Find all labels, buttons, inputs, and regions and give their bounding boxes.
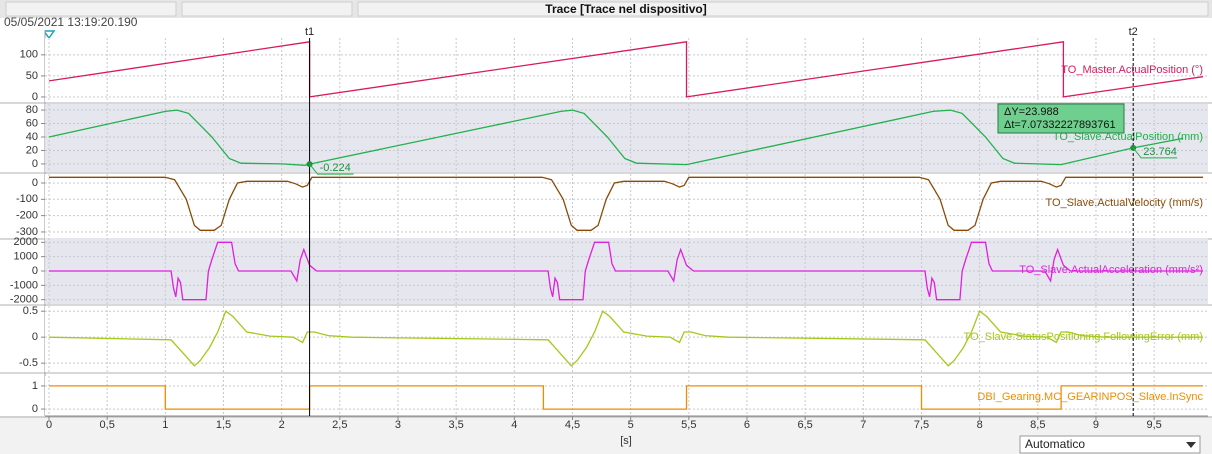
x-tick-label: 9 xyxy=(1093,419,1099,431)
readout-leader xyxy=(1132,147,1178,159)
y-tick-label: 0 xyxy=(32,158,38,170)
series-name: TO_Slave.StatusPositioning.FollowingErro… xyxy=(964,331,1203,343)
y-tick-label: 0 xyxy=(32,265,38,277)
x-tick-label: 0,5 xyxy=(100,419,115,431)
timestamp: 05/05/2021 13:19:20.190 xyxy=(4,15,138,29)
y-tick-label: 60 xyxy=(26,117,38,129)
dropdown-box[interactable] xyxy=(1019,435,1201,454)
footer xyxy=(0,416,1212,454)
tab[interactable] xyxy=(181,1,353,17)
y-tick-label: -100 xyxy=(16,193,38,205)
panel-background xyxy=(45,174,1208,238)
y-tick-label: 20 xyxy=(26,144,38,156)
y-tick-label: 1000 xyxy=(14,251,38,263)
series-name: TO_Master.ActualPosition (°) xyxy=(1061,64,1203,76)
x-tick-label: 9,5 xyxy=(1146,419,1161,431)
x-tick-label: 1 xyxy=(162,419,168,431)
panel-background xyxy=(45,306,1208,372)
tab[interactable] xyxy=(357,1,1209,17)
y-tick-label: -0.5 xyxy=(19,357,38,369)
y-tick-label: 80 xyxy=(26,104,38,116)
dropdown-arrow xyxy=(1186,442,1196,448)
y-tick-label: 0 xyxy=(32,91,38,103)
scale-dropdown[interactable]: Automatico xyxy=(1019,435,1201,454)
y-tick-label: 0.5 xyxy=(23,305,38,317)
x-tick-label: 3 xyxy=(395,419,401,431)
y-tick-label: 50 xyxy=(26,70,38,82)
cursor-readout: -0.224 xyxy=(320,162,351,174)
series-name: TO_Slave.ActualVelocity (mm/s) xyxy=(1045,197,1203,209)
x-tick-label: 8 xyxy=(977,419,983,431)
x-tick-label: 8,5 xyxy=(1030,419,1045,431)
x-tick-label: 3,5 xyxy=(449,419,464,431)
delta-t: Δt=7.07332227893761 xyxy=(1004,119,1116,131)
series-line xyxy=(49,176,1203,231)
x-tick-label: 7 xyxy=(860,419,866,431)
series-line xyxy=(49,241,1203,301)
x-tick-label: 4 xyxy=(511,419,517,431)
panel-background xyxy=(45,38,1208,102)
series-line xyxy=(48,310,1203,367)
x-tick-label: 7,5 xyxy=(914,419,929,431)
series-name: TO_Slave.ActualAcceleration (mm/s²) xyxy=(1019,264,1203,276)
x-tick-label: 5,5 xyxy=(681,419,696,431)
x-tick-label: 2,5 xyxy=(332,419,347,431)
y-axis-strip xyxy=(0,30,45,416)
y-tick-label: -2000 xyxy=(10,294,38,306)
series-line xyxy=(48,109,1184,166)
delta-y: ΔY=23.988 xyxy=(1004,106,1059,118)
x-tick-label: 6,5 xyxy=(798,419,813,431)
dropdown-value: Automatico xyxy=(1025,437,1085,451)
y-tick-label: -300 xyxy=(16,226,38,238)
x-tick-label: 5 xyxy=(628,419,634,431)
readout-leader xyxy=(309,163,354,175)
cursor-label: t1 xyxy=(305,26,314,38)
y-tick-label: 0 xyxy=(32,403,38,415)
window-title: Trace [Trace nel dispositivo] xyxy=(545,2,706,16)
y-tick-label: 100 xyxy=(20,49,38,61)
y-tick-label: 2000 xyxy=(14,236,38,248)
series-name: TO_Slave.ActualPosition (mm) xyxy=(1053,131,1203,143)
y-tick-label: 1 xyxy=(32,380,38,392)
cursor-readout: 23.764 xyxy=(1143,146,1177,158)
tab[interactable] xyxy=(5,1,177,17)
series-line xyxy=(49,385,1203,410)
series-name: DBI_Gearing.MC_GEARINPOS_Slave.InSync xyxy=(977,391,1203,403)
y-tick-label: 0 xyxy=(32,331,38,343)
y-tick-label: 40 xyxy=(26,131,38,143)
y-tick-label: 0 xyxy=(32,177,38,189)
y-tick-label: -200 xyxy=(16,210,38,222)
y-tick-label: -1000 xyxy=(10,279,38,291)
x-tick-label: 4,5 xyxy=(565,419,580,431)
x-tick-label: 1,5 xyxy=(216,419,231,431)
x-tick-label: 6 xyxy=(744,419,750,431)
x-tick-label: 0 xyxy=(46,419,52,431)
x-tick-label: 2 xyxy=(279,419,285,431)
delta-box xyxy=(997,103,1125,134)
x-axis-label: [s] xyxy=(620,435,632,447)
cursor-label: t2 xyxy=(1129,26,1138,38)
trigger-marker xyxy=(42,30,56,40)
